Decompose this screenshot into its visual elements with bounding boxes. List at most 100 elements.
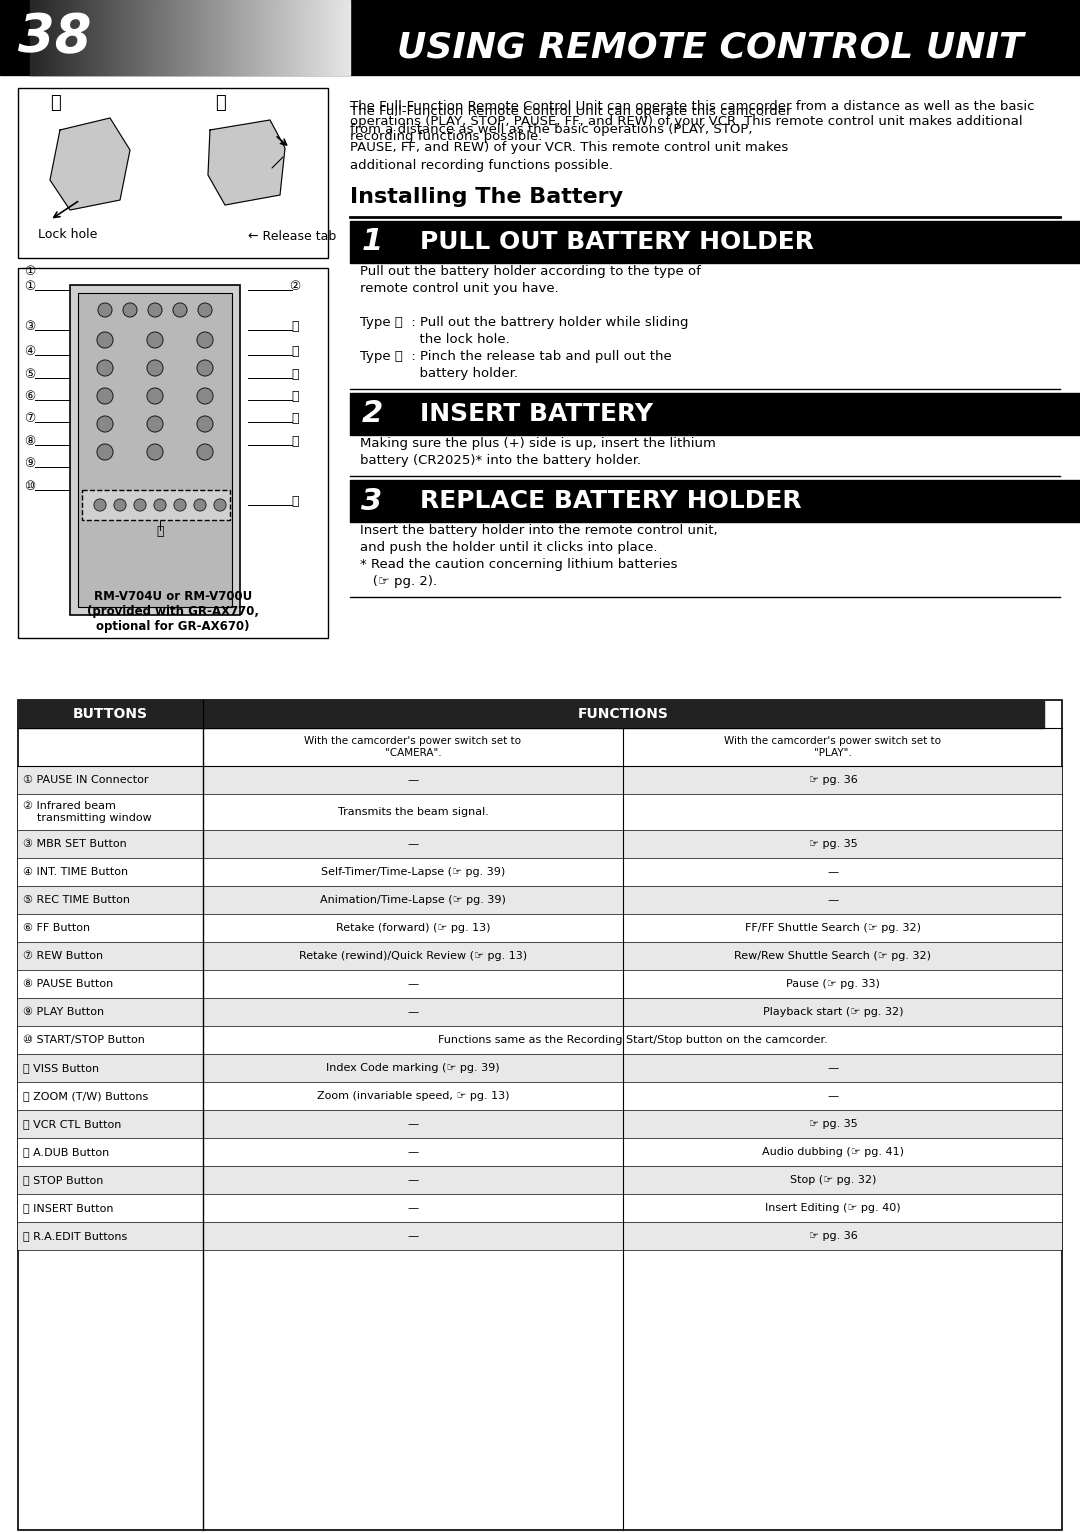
Text: With the camcorder's power switch set to
"CAMERA".: With the camcorder's power switch set to… [305, 736, 522, 757]
Text: Installing The Battery: Installing The Battery [350, 187, 623, 207]
Circle shape [94, 500, 106, 510]
Circle shape [197, 388, 213, 405]
Text: —: — [407, 1007, 419, 1016]
Bar [18, 1026, 1062, 1055]
Bar [18, 701, 1062, 1530]
Text: (☞ pg. 2).: (☞ pg. 2). [360, 575, 437, 589]
Text: ⑰: ⑰ [157, 524, 164, 538]
Text: Audio dubbing (☞ pg. 41): Audio dubbing (☞ pg. 41) [762, 1147, 904, 1157]
Bar [18, 268, 328, 638]
Text: ②: ② [289, 281, 300, 293]
Bar [18, 1167, 1062, 1194]
Text: Self-Timer/Time-Lapse (☞ pg. 39): Self-Timer/Time-Lapse (☞ pg. 39) [321, 868, 505, 877]
Text: ← Release tab: ← Release tab [248, 230, 336, 244]
Polygon shape [50, 118, 130, 210]
Text: additional recording functions possible.: additional recording functions possible. [350, 159, 613, 172]
Text: ☞ pg. 36: ☞ pg. 36 [809, 1231, 858, 1242]
Text: FUNCTIONS: FUNCTIONS [578, 707, 669, 721]
Circle shape [173, 304, 187, 317]
Text: ☞ pg. 36: ☞ pg. 36 [809, 776, 858, 785]
Text: Insert Editing (☞ pg. 40): Insert Editing (☞ pg. 40) [766, 1203, 901, 1213]
Text: —: — [407, 1147, 419, 1157]
Bar [18, 886, 1062, 914]
Text: Index Code marking (☞ pg. 39): Index Code marking (☞ pg. 39) [326, 1062, 500, 1073]
Text: ⑯: ⑯ [292, 435, 299, 448]
Circle shape [174, 500, 186, 510]
Circle shape [147, 445, 163, 460]
Circle shape [98, 304, 112, 317]
Bar [18, 998, 1062, 1026]
Text: 1: 1 [362, 227, 382, 256]
Text: ⑧: ⑧ [25, 435, 36, 448]
Text: ⑨: ⑨ [25, 457, 36, 471]
Text: ⑰ R.A.EDIT Buttons: ⑰ R.A.EDIT Buttons [23, 1231, 127, 1242]
Text: 2: 2 [362, 400, 382, 429]
Text: ② Infrared beam
    transmitting window: ② Infrared beam transmitting window [23, 802, 152, 823]
Bar [18, 766, 1062, 794]
Circle shape [147, 388, 163, 405]
Bar [18, 829, 1062, 858]
Text: ⑪: ⑪ [292, 320, 299, 333]
Text: —: — [407, 776, 419, 785]
Text: battery (CR2025)* into the battery holder.: battery (CR2025)* into the battery holde… [360, 454, 642, 468]
Text: * Read the caution concerning lithium batteries: * Read the caution concerning lithium ba… [360, 558, 677, 570]
Text: Making sure the plus (+) side is up, insert the lithium: Making sure the plus (+) side is up, ins… [360, 437, 716, 451]
Text: —: — [827, 895, 838, 904]
Text: ③: ③ [25, 320, 36, 333]
Circle shape [134, 500, 146, 510]
Circle shape [97, 360, 113, 376]
Text: —: — [407, 980, 419, 989]
Circle shape [147, 333, 163, 348]
Bar [18, 858, 1062, 886]
Bar [70, 285, 240, 615]
Bar [18, 970, 1062, 998]
Bar [18, 794, 1062, 829]
Text: ①: ① [25, 265, 36, 277]
Text: Lock hole: Lock hole [38, 228, 97, 241]
Text: the lock hole.: the lock hole. [360, 333, 510, 346]
Circle shape [97, 445, 113, 460]
Text: Playback start (☞ pg. 32): Playback start (☞ pg. 32) [762, 1007, 903, 1016]
Text: Retake (rewind)/Quick Review (☞ pg. 13): Retake (rewind)/Quick Review (☞ pg. 13) [299, 950, 527, 961]
Bar [18, 1194, 1062, 1222]
Bar [18, 914, 1062, 941]
Text: —: — [827, 1062, 838, 1073]
Text: ⑦: ⑦ [25, 412, 36, 425]
Text: Animation/Time-Lapse (☞ pg. 39): Animation/Time-Lapse (☞ pg. 39) [320, 895, 505, 904]
Bar [18, 87, 328, 258]
Text: USING REMOTE CONTROL UNIT: USING REMOTE CONTROL UNIT [396, 31, 1024, 64]
Bar [18, 1222, 1062, 1249]
Text: ⑤: ⑤ [25, 368, 36, 382]
Text: Insert the battery holder into the remote control unit,: Insert the battery holder into the remot… [360, 524, 717, 537]
Text: Transmits the beam signal.: Transmits the beam signal. [338, 806, 488, 817]
Text: PULL OUT BATTERY HOLDER: PULL OUT BATTERY HOLDER [420, 230, 814, 254]
Text: ⑬: ⑬ [292, 368, 299, 382]
Circle shape [97, 415, 113, 432]
Text: With the camcorder's power switch set to
"PLAY".: With the camcorder's power switch set to… [725, 736, 942, 757]
Bar [18, 1082, 1062, 1110]
Text: ⑭: ⑭ [292, 389, 299, 403]
Circle shape [123, 304, 137, 317]
Text: RM-V704U or RM-V700U
(provided with GR-AX770,
optional for GR-AX670): RM-V704U or RM-V700U (provided with GR-A… [87, 590, 259, 633]
Text: The Full-Function Remote Control Unit can operate this camcorder: The Full-Function Remote Control Unit ca… [350, 104, 792, 118]
Circle shape [197, 415, 213, 432]
Text: from a distance as well as the basic operations (PLAY, STOP,: from a distance as well as the basic ope… [350, 123, 753, 136]
Text: ⑦ REW Button: ⑦ REW Button [23, 950, 103, 961]
Bar [350, 480, 1080, 523]
Text: INSERT BATTERY: INSERT BATTERY [420, 402, 653, 426]
Text: ⑮: ⑮ [292, 412, 299, 425]
Circle shape [197, 333, 213, 348]
Text: ⑮ STOP Button: ⑮ STOP Button [23, 1174, 104, 1185]
Text: Type Ⓑ  : Pinch the release tab and pull out the: Type Ⓑ : Pinch the release tab and pull … [360, 350, 672, 363]
Text: The Full-Function Remote Control Unit can operate this camcorder from a distance: The Full-Function Remote Control Unit ca… [350, 100, 1035, 143]
Bar [203, 701, 1044, 728]
Text: ⑬ VCR CTL Button: ⑬ VCR CTL Button [23, 1119, 121, 1128]
Bar [18, 1110, 1062, 1137]
Text: Ⓑ: Ⓑ [215, 94, 226, 112]
Text: —: — [407, 1119, 419, 1128]
Circle shape [114, 500, 126, 510]
Bar [18, 941, 1062, 970]
Text: ⑫: ⑫ [292, 345, 299, 359]
Text: FF/FF Shuttle Search (☞ pg. 32): FF/FF Shuttle Search (☞ pg. 32) [745, 923, 921, 934]
Text: —: — [407, 1174, 419, 1185]
